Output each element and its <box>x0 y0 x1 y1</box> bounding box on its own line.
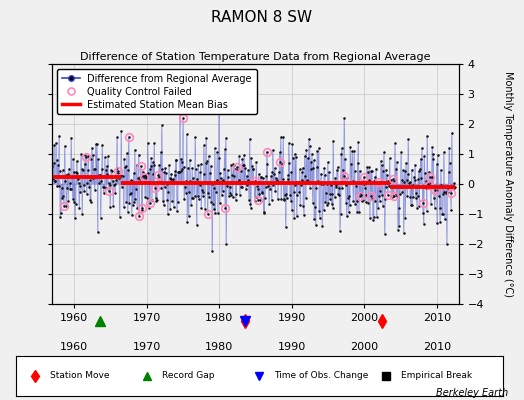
Text: 1990: 1990 <box>278 342 306 352</box>
Title: Difference of Station Temperature Data from Regional Average: Difference of Station Temperature Data f… <box>80 52 431 62</box>
Text: 1980: 1980 <box>205 342 233 352</box>
Text: Empirical Break: Empirical Break <box>401 372 472 380</box>
Text: Record Gap: Record Gap <box>162 372 214 380</box>
Y-axis label: Monthly Temperature Anomaly Difference (°C): Monthly Temperature Anomaly Difference (… <box>504 71 514 297</box>
Text: Berkeley Earth: Berkeley Earth <box>436 388 508 398</box>
Text: 1960: 1960 <box>60 342 88 352</box>
Text: 2000: 2000 <box>350 342 378 352</box>
Legend: Difference from Regional Average, Quality Control Failed, Estimated Station Mean: Difference from Regional Average, Qualit… <box>57 69 257 114</box>
Text: 2010: 2010 <box>423 342 451 352</box>
Text: Station Move: Station Move <box>50 372 110 380</box>
Text: RAMON 8 SW: RAMON 8 SW <box>212 10 312 25</box>
Text: Time of Obs. Change: Time of Obs. Change <box>274 372 368 380</box>
Text: 1970: 1970 <box>133 342 161 352</box>
